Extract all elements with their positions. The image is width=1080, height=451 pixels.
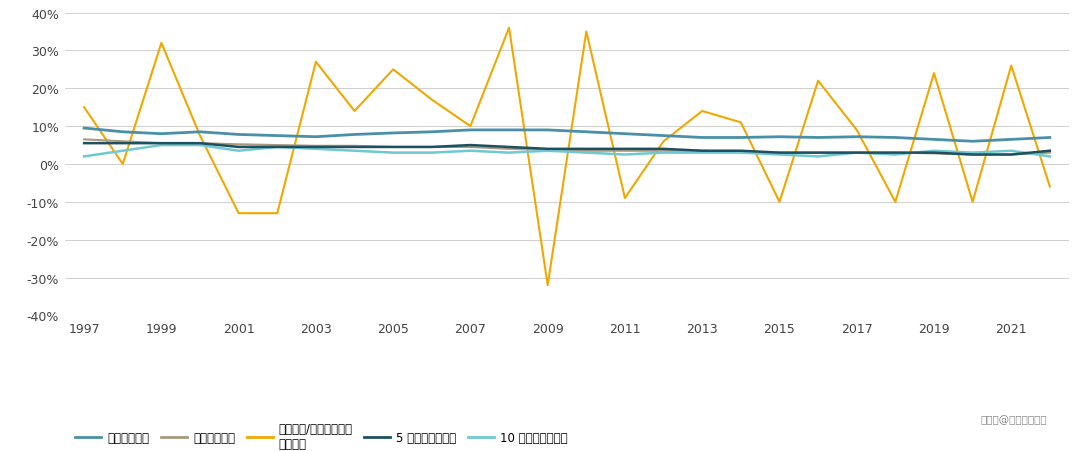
Legend: 分红比例利率, 消费价格指数, 标准普尔/多伦多证交所
总回报率, 5 年期担保投资证, 10 年期加拿大政府: 分红比例利率, 消费价格指数, 标准普尔/多伦多证交所 总回报率, 5 年期担保… (70, 418, 572, 451)
Text: 搜狐号@香港友城保险: 搜狐号@香港友城保险 (981, 414, 1048, 424)
